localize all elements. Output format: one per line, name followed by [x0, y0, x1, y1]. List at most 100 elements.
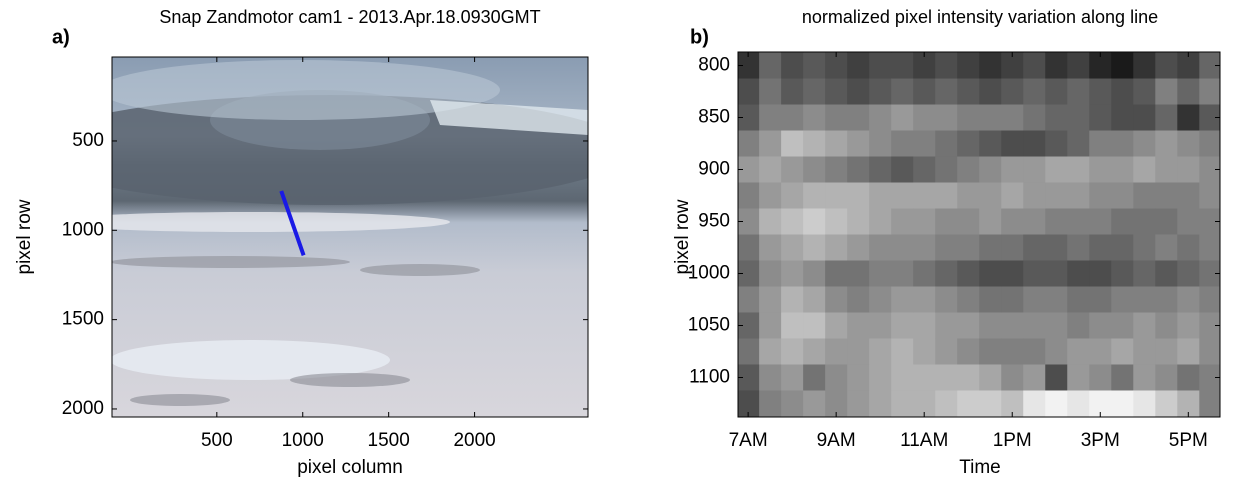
x-axis-label: Time: [959, 457, 1001, 478]
heatmap-cell: [1133, 208, 1156, 235]
heatmap-cell: [1111, 78, 1134, 106]
heatmap-cell: [979, 104, 1002, 132]
heatmap-cell: [913, 338, 936, 365]
heatmap-cell: [1023, 364, 1046, 391]
heatmap-cell: [891, 130, 914, 158]
heatmap-cell: [1177, 286, 1200, 313]
heatmap-cell: [847, 156, 870, 184]
heatmap-cell: [738, 260, 760, 287]
heatmap-cell: [825, 52, 848, 80]
heatmap-cell: [1155, 208, 1178, 235]
heatmap-cell: [1155, 130, 1178, 158]
heatmap-cell: [891, 182, 914, 210]
heatmap-cell: [781, 234, 804, 261]
heatmap-cell: [781, 182, 804, 210]
y-tick-label: 1050: [688, 315, 730, 336]
heatmap-cell: [891, 52, 914, 80]
heatmap-cell: [891, 78, 914, 106]
x-tick-label: 7AM: [729, 430, 768, 451]
y-tick-label: 850: [698, 107, 730, 128]
heatmap-cell: [957, 364, 980, 391]
heatmap-cell: [1177, 364, 1200, 391]
heatmap-cell: [759, 338, 782, 365]
heatmap-cell: [1199, 78, 1220, 106]
heatmap-cell: [979, 234, 1002, 261]
y-axis-label: pixel row: [672, 199, 693, 274]
heatmap-cell: [891, 156, 914, 184]
heatmap-cell: [1045, 52, 1068, 80]
heatmap-cell: [979, 156, 1002, 184]
heatmap-cell: [1067, 312, 1090, 339]
heatmap-cell: [803, 364, 826, 391]
heatmap-cell: [935, 208, 958, 235]
heatmap-cell: [847, 312, 870, 339]
heatmap-cell: [847, 208, 870, 235]
heatmap-cell: [1089, 390, 1112, 417]
heatmap-cell: [1111, 234, 1134, 261]
heatmap-cell: [1089, 286, 1112, 313]
heatmap-cell: [738, 78, 760, 106]
heatmap-cell: [1023, 130, 1046, 158]
heatmap-cell: [738, 182, 760, 210]
heatmap-cell: [913, 130, 936, 158]
heatmap: [738, 52, 1220, 417]
heatmap-cell: [935, 182, 958, 210]
heatmap-cell: [1067, 208, 1090, 235]
heatmap-cell: [759, 364, 782, 391]
heatmap-cell: [913, 364, 936, 391]
heatmap-cell: [1155, 52, 1178, 80]
heatmap-cell: [1199, 338, 1220, 365]
heatmap-cell: [759, 182, 782, 210]
plot-frame: [111, 56, 589, 418]
heatmap-cell: [869, 312, 892, 339]
heatmap-cell: [1177, 182, 1200, 210]
heatmap-cell: [803, 338, 826, 365]
heatmap-cell: [935, 338, 958, 365]
heatmap-cell: [1067, 52, 1090, 80]
heatmap-cell: [1001, 390, 1024, 417]
heatmap-cell: [1001, 338, 1024, 365]
heatmap-cell: [891, 104, 914, 132]
heatmap-cell: [825, 130, 848, 158]
heatmap-cell: [1001, 364, 1024, 391]
heatmap-cell: [957, 312, 980, 339]
heatmap-cell: [891, 338, 914, 365]
heatmap-cell: [738, 104, 760, 132]
heatmap-cell: [913, 78, 936, 106]
x-axis-label: pixel column: [297, 457, 403, 478]
heatmap-cell: [1177, 234, 1200, 261]
heatmap-cell: [1111, 338, 1134, 365]
heatmap-cell: [738, 52, 760, 80]
heatmap-cell: [1199, 52, 1220, 80]
heatmap-cell: [759, 78, 782, 106]
heatmap-cell: [1045, 312, 1068, 339]
heatmap-cell: [803, 286, 826, 313]
heatmap-cell: [869, 286, 892, 313]
y-tick-label: 950: [698, 211, 730, 232]
heatmap-cell: [825, 260, 848, 287]
heatmap-cell: [957, 156, 980, 184]
heatmap-cell: [979, 312, 1002, 339]
heatmap-cell: [1023, 104, 1046, 132]
heatmap-cell: [935, 390, 958, 417]
heatmap-cell: [1089, 182, 1112, 210]
heatmap-cell: [781, 52, 804, 80]
heatmap-cell: [738, 234, 760, 261]
heatmap-cell: [935, 130, 958, 158]
heatmap-cell: [869, 104, 892, 132]
heatmap-cell: [1067, 130, 1090, 158]
heatmap-cell: [1067, 182, 1090, 210]
heatmap-cell: [1001, 260, 1024, 287]
heatmap-cell: [913, 182, 936, 210]
heatmap-cell: [1089, 234, 1112, 261]
heatmap-cell: [891, 208, 914, 235]
y-axis-label: pixel row: [14, 199, 35, 274]
heatmap-cell: [1177, 390, 1200, 417]
heatmap-cell: [1023, 156, 1046, 184]
heatmap-cell: [869, 208, 892, 235]
heatmap-cell: [913, 234, 936, 261]
heatmap-cell: [957, 234, 980, 261]
heatmap-cell: [1155, 182, 1178, 210]
heatmap-cell: [1133, 286, 1156, 313]
y-tick-label: 500: [72, 130, 104, 151]
